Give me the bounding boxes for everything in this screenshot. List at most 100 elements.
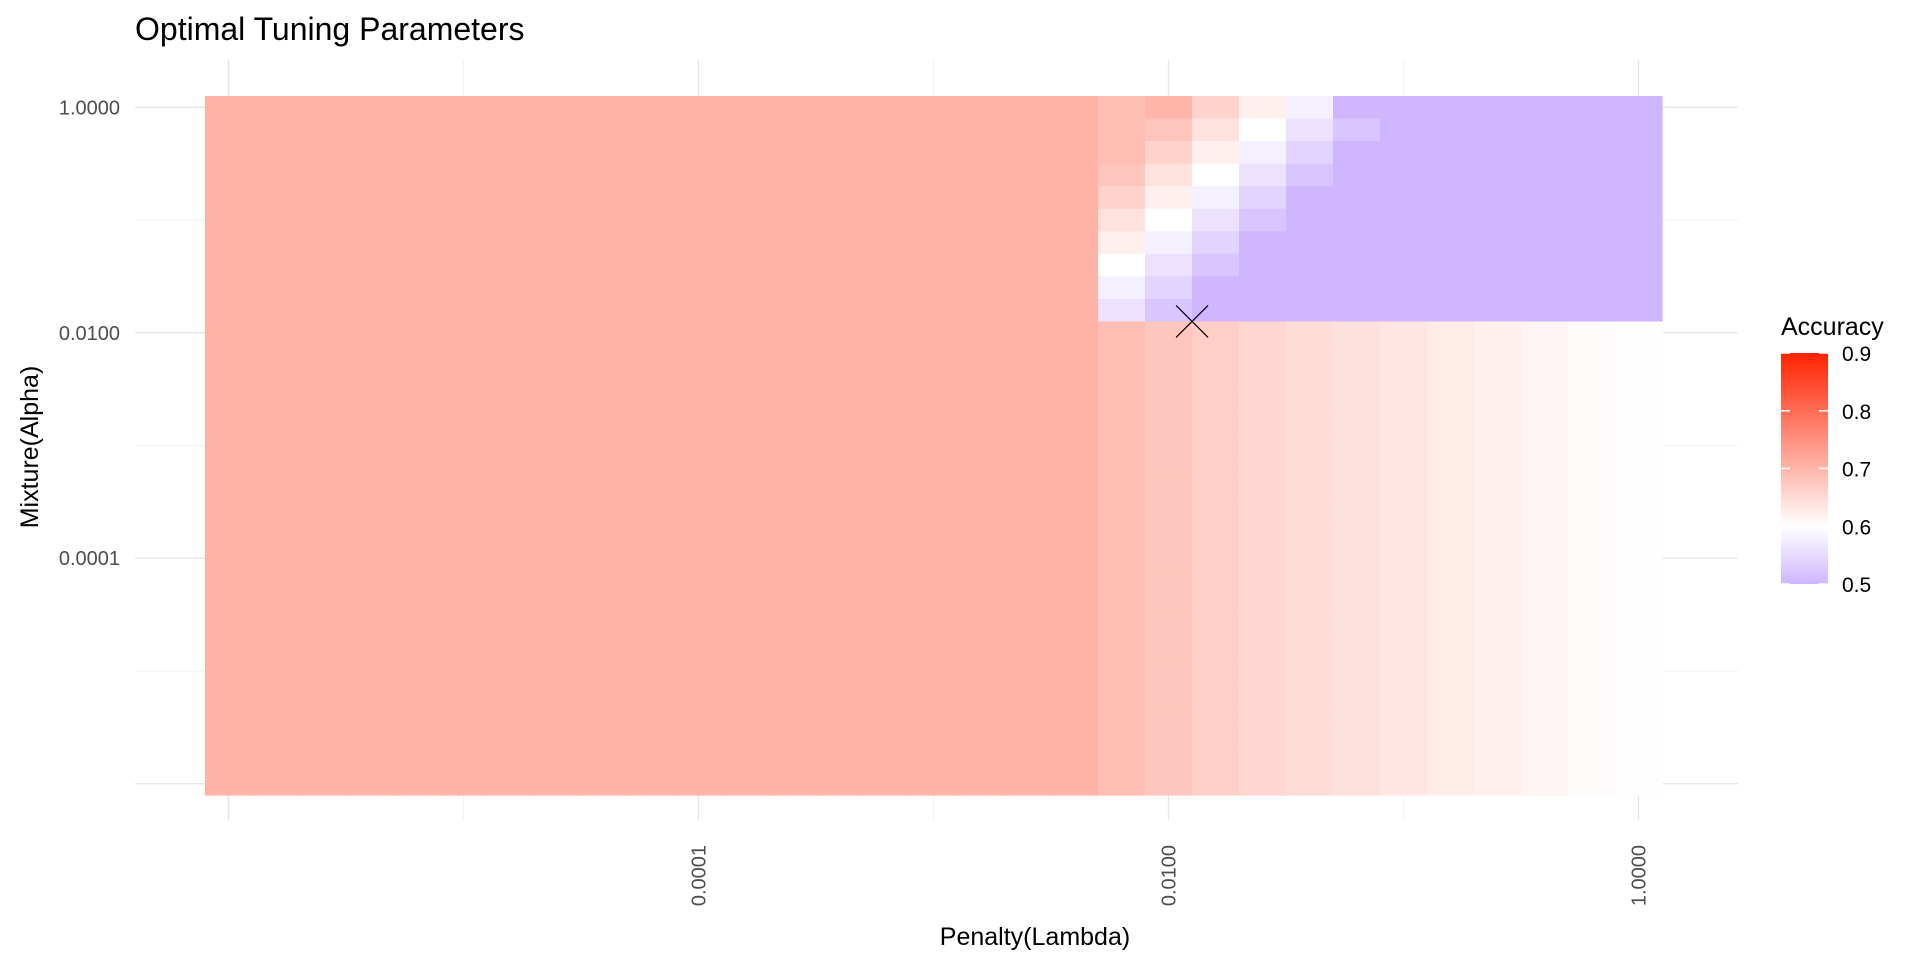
- heatmap-cell: [1427, 186, 1475, 210]
- heatmap-cell: [1333, 208, 1381, 232]
- heatmap-cell: [722, 456, 770, 480]
- heatmap-cell: [440, 96, 488, 120]
- heatmap-cell: [1239, 704, 1287, 728]
- heatmap-cell: [957, 253, 1005, 277]
- heatmap-cell: [1380, 186, 1428, 210]
- heatmap-cell: [1051, 479, 1099, 503]
- heatmap-cell: [346, 411, 394, 435]
- heatmap-cell: [1286, 163, 1334, 187]
- heatmap-cell: [1568, 141, 1616, 165]
- heatmap-cell: [487, 298, 535, 323]
- heatmap-cell: [1521, 118, 1569, 142]
- heatmap-cell: [863, 389, 911, 413]
- heatmap-cell: [1239, 456, 1287, 480]
- heatmap-cell: [1145, 208, 1193, 232]
- heatmap-cell: [1615, 659, 1663, 683]
- heatmap-cell: [1004, 456, 1052, 480]
- heatmap-cell: [252, 479, 300, 503]
- heatmap-cell: [205, 727, 253, 751]
- heatmap-cell: [1286, 389, 1334, 413]
- heatmap-cell: [1474, 546, 1522, 571]
- heatmap-cell: [957, 163, 1005, 187]
- heatmap-cell: [393, 524, 441, 548]
- heatmap-cell: [769, 614, 817, 638]
- heatmap-cell: [1098, 344, 1146, 368]
- heatmap-cell: [299, 614, 347, 638]
- heatmap-cell: [1615, 501, 1663, 526]
- heatmap-cell: [957, 614, 1005, 638]
- heatmap-cell: [628, 524, 676, 548]
- heatmap-cell: [769, 96, 817, 120]
- heatmap-cell: [1051, 389, 1099, 413]
- heatmap-cell: [1098, 592, 1146, 616]
- heatmap-cell: [910, 592, 958, 616]
- heatmap-cell: [1098, 434, 1146, 458]
- heatmap-cell: [1051, 253, 1099, 277]
- heatmap-cell: [534, 163, 582, 187]
- heatmap-cell: [1145, 141, 1193, 165]
- heatmap-cell: [863, 637, 911, 661]
- heatmap-cell: [534, 253, 582, 277]
- heatmap-cell: [1333, 569, 1381, 593]
- heatmap-cell: [440, 411, 488, 435]
- heatmap-cell: [346, 231, 394, 255]
- heatmap-cell: [675, 389, 723, 413]
- heatmap-cell: [957, 569, 1005, 593]
- heatmap-cell: [393, 501, 441, 526]
- heatmap-cell: [299, 501, 347, 526]
- heatmap-cell: [1145, 411, 1193, 435]
- heatmap-cell: [346, 298, 394, 323]
- heatmap-cell: [1098, 704, 1146, 728]
- heatmap-cell: [299, 186, 347, 210]
- heatmap-cell: [722, 569, 770, 593]
- heatmap-cell: [1380, 276, 1428, 300]
- heatmap-cell: [1145, 592, 1193, 616]
- heatmap-cell: [1615, 434, 1663, 458]
- heatmap-cell: [1098, 614, 1146, 638]
- heatmap-cell: [1380, 141, 1428, 165]
- heatmap-cell: [440, 321, 488, 345]
- heatmap-cell: [1333, 163, 1381, 187]
- heatmap-cell: [1474, 186, 1522, 210]
- heatmap-cell: [346, 524, 394, 548]
- heatmap-cell: [1098, 208, 1146, 232]
- heatmap-cell: [1568, 389, 1616, 413]
- heatmap-cell: [1333, 411, 1381, 435]
- heatmap-cell: [722, 298, 770, 323]
- heatmap-cell: [1333, 118, 1381, 142]
- heatmap-cell: [1474, 456, 1522, 480]
- heatmap-cell: [581, 569, 629, 593]
- heatmap-cell: [816, 456, 864, 480]
- heatmap-cell: [1427, 637, 1475, 661]
- heatmap-cell: [487, 659, 535, 683]
- heatmap-cell: [675, 659, 723, 683]
- heatmap-cell: [1004, 344, 1052, 368]
- heatmap-cell: [816, 546, 864, 571]
- heatmap-cell: [1568, 208, 1616, 232]
- heatmap-cell: [346, 592, 394, 616]
- heatmap-cell: [581, 727, 629, 751]
- heatmap-cell: [1239, 411, 1287, 435]
- heatmap-cell: [1474, 276, 1522, 300]
- heatmap-cell: [1427, 501, 1475, 526]
- heatmap-cell: [252, 141, 300, 165]
- heatmap-cell: [1145, 96, 1193, 120]
- heatmap-cell: [863, 727, 911, 751]
- heatmap-cell: [1568, 321, 1616, 345]
- heatmap-cell: [1521, 659, 1569, 683]
- heatmap-cell: [1615, 524, 1663, 548]
- heatmap-cell: [816, 276, 864, 300]
- heatmap-cell: [393, 682, 441, 706]
- heatmap-cell: [1051, 614, 1099, 638]
- heatmap-cell: [1568, 501, 1616, 526]
- heatmap-cell: [1427, 276, 1475, 300]
- heatmap-cell: [1192, 434, 1240, 458]
- heatmap-cell: [675, 434, 723, 458]
- heatmap-cell: [910, 546, 958, 571]
- heatmap-cell: [1051, 321, 1099, 345]
- heatmap-cell: [628, 411, 676, 435]
- heatmap-cell: [1098, 231, 1146, 255]
- heatmap-cell: [863, 231, 911, 255]
- heatmap-cell: [1521, 592, 1569, 616]
- heatmap-cell: [769, 637, 817, 661]
